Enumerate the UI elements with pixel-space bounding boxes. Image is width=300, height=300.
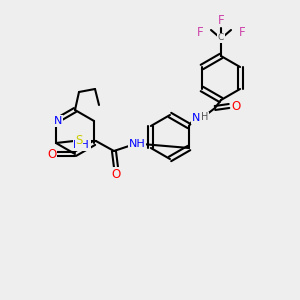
Text: O: O (47, 148, 57, 160)
Text: N: N (192, 113, 200, 123)
Text: O: O (111, 167, 121, 181)
Text: O: O (231, 100, 241, 112)
Text: F: F (239, 26, 245, 38)
Text: F: F (197, 26, 203, 38)
Text: NH: NH (129, 139, 145, 149)
Text: S: S (75, 134, 82, 148)
Text: F: F (218, 14, 224, 26)
Text: H: H (201, 112, 209, 122)
Text: C: C (218, 34, 224, 43)
Text: NH: NH (73, 140, 90, 150)
Text: N: N (54, 116, 62, 126)
